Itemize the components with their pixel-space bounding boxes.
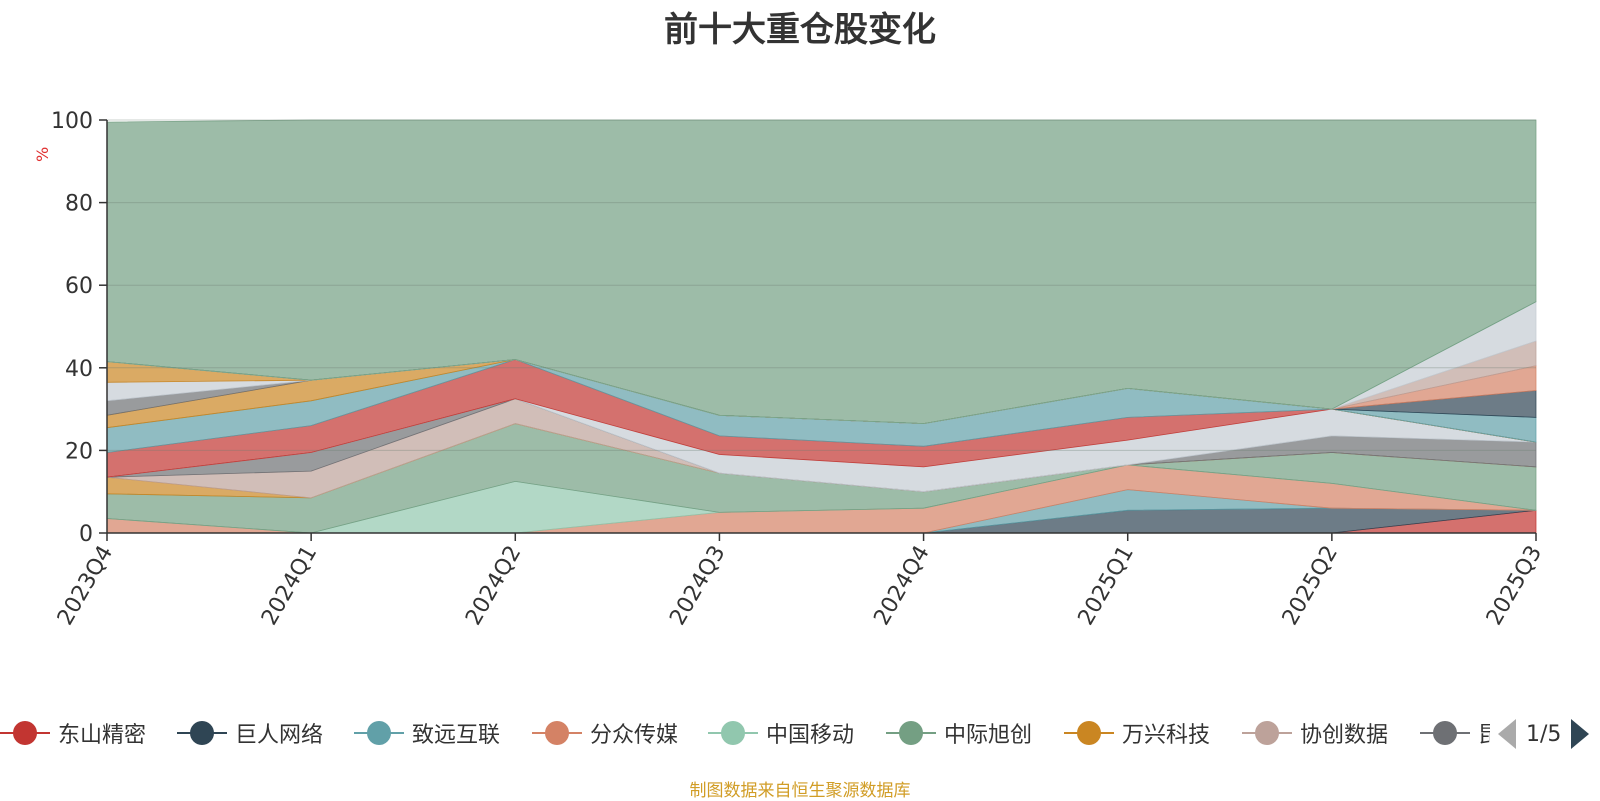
legend-swatch-icon [886, 718, 936, 748]
area-layers [106, 119, 1537, 534]
legend-pager: 1/5 [1498, 716, 1590, 752]
legend-item-7[interactable]: 协创数据 [1242, 715, 1388, 751]
legend-page-indicator: 1/5 [1526, 721, 1562, 747]
y-tick-label-1: 20 [65, 439, 93, 464]
x-tick-label-0: 2023Q4 [53, 542, 118, 630]
y-axis-unit: % [33, 147, 52, 162]
source-note: 制图数据来自恒生聚源数据库 [689, 781, 911, 801]
y-tick-label-0: 0 [79, 522, 93, 547]
legend: 东山精密 巨人网络 致远互联 分众传媒 中国移动 中际旭创 万兴科技 协创数据 昆 [0, 715, 1490, 751]
legend-swatch-icon [1242, 718, 1292, 748]
legend-item-0[interactable]: 东山精密 [0, 715, 146, 751]
x-tick-label-5: 2025Q1 [1074, 542, 1139, 630]
legend-swatch-icon [1064, 718, 1114, 748]
legend-item-4[interactable]: 中国移动 [708, 715, 854, 751]
legend-item-6[interactable]: 万兴科技 [1064, 715, 1210, 751]
legend-item-1[interactable]: 巨人网络 [177, 715, 323, 751]
legend-swatch-icon [532, 718, 582, 748]
legend-label: 东山精密 [58, 723, 147, 748]
legend-item-2[interactable]: 致远互联 [354, 715, 500, 751]
legend-label: 协创数据 [1300, 723, 1389, 748]
legend-label: 巨人网络 [235, 723, 324, 748]
legend-swatch-icon [1420, 718, 1470, 748]
gridlines [107, 119, 1536, 451]
legend-label: 万兴科技 [1122, 723, 1211, 748]
legend-swatch-icon [708, 718, 758, 748]
x-tick-label-4: 2024Q4 [869, 542, 934, 630]
x-tick-label-1: 2024Q1 [257, 542, 322, 630]
x-tick-label-2: 2024Q2 [461, 542, 526, 630]
legend-label: 昆 [1478, 723, 1490, 748]
x-tick-label-3: 2024Q3 [665, 542, 730, 630]
legend-item-3[interactable]: 分众传媒 [532, 715, 678, 751]
legend-swatch-icon [354, 718, 404, 748]
legend-item-8[interactable]: 昆 [1420, 715, 1490, 751]
x-tick-label-6: 2025Q2 [1278, 542, 1343, 630]
x-tick-label-7: 2025Q3 [1482, 542, 1547, 630]
legend-swatch-icon [0, 718, 50, 748]
legend-prev-page-icon[interactable] [1498, 719, 1516, 749]
y-tick-label-5: 100 [51, 109, 93, 134]
chart-title: 前十大重仓股变化 [664, 10, 936, 50]
legend-label: 中国移动 [766, 723, 855, 748]
legend-swatch-icon [177, 718, 227, 748]
y-tick-label-4: 80 [65, 192, 93, 217]
y-tick-label-3: 60 [65, 274, 93, 299]
area-series-22[interactable] [106, 119, 1537, 425]
legend-item-5[interactable]: 中际旭创 [886, 715, 1032, 751]
y-tick-label-2: 40 [65, 357, 93, 382]
legend-label: 分众传媒 [590, 723, 679, 748]
legend-label: 致远互联 [412, 723, 501, 748]
legend-label: 中际旭创 [944, 723, 1033, 748]
legend-next-page-icon[interactable] [1571, 719, 1590, 749]
